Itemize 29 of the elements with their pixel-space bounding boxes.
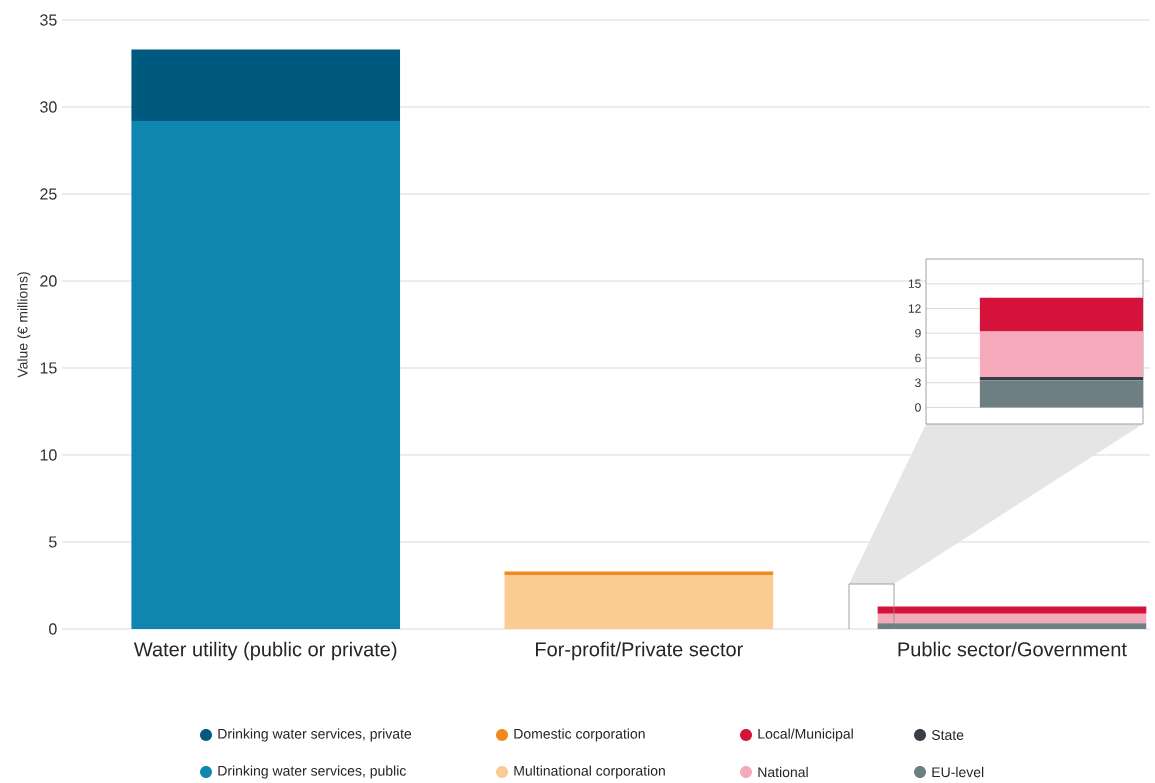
y-tick-label: 0: [915, 403, 921, 412]
legend-label: Domestic corporation: [514, 728, 645, 742]
x-tick-label: Water utility (public or private): [133, 641, 397, 661]
x-tick-label: For-profit/Private sector: [536, 641, 743, 661]
bar: [979, 380, 1144, 408]
y-tick-label: 30: [40, 101, 57, 113]
y-tick-label: 6: [915, 353, 921, 363]
y-tick-label: 25: [40, 188, 57, 200]
y-tick-label: 0: [49, 623, 57, 635]
bar: [979, 297, 1144, 332]
y-axis-title: Value (€ millions): [17, 272, 31, 378]
legend-label: Drinking water services, public: [218, 765, 406, 779]
legend-label: Multinational corporation: [514, 765, 665, 779]
y-tick-label: 5: [49, 536, 57, 548]
legend-label: Drinking water services, private: [218, 728, 412, 742]
legend-label: State: [931, 730, 964, 740]
y-tick-label: 3: [915, 378, 921, 388]
legend-label: National: [758, 766, 808, 778]
legend-label: Local/Municipal: [758, 728, 853, 742]
y-tick-label: 20: [40, 275, 57, 287]
y-tick-label: 12: [908, 304, 921, 313]
bar: [979, 376, 1144, 381]
x-tick-label: Public sector/Government: [898, 641, 1127, 657]
y-tick-label: 15: [908, 279, 921, 288]
y-tick-label: 35: [40, 14, 57, 26]
y-tick-label: 15: [40, 362, 57, 374]
y-tick-label: 10: [40, 449, 57, 461]
legend-label: EU-level: [932, 766, 984, 778]
y-tick-label: 9: [915, 328, 921, 338]
